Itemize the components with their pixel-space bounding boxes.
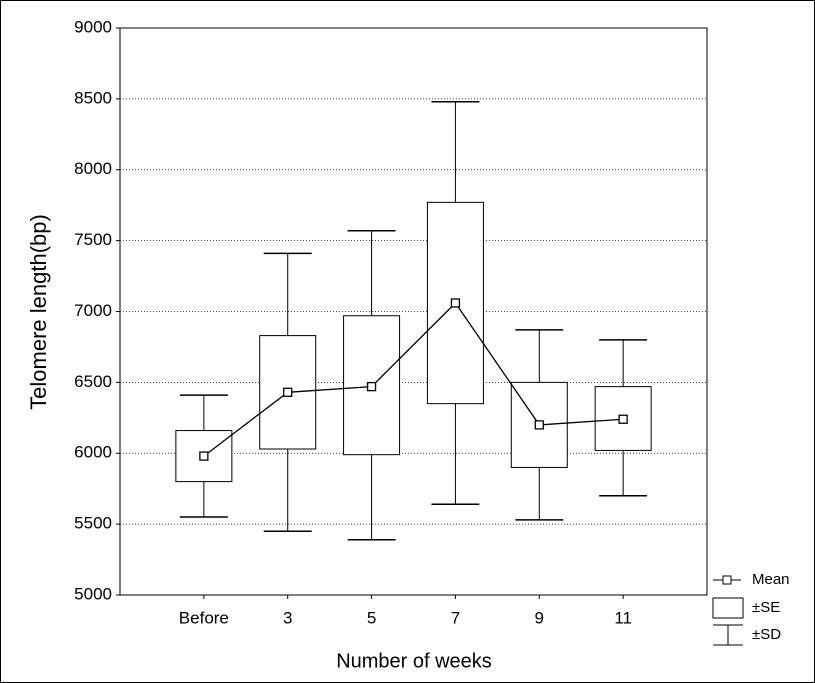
y-tick-label: 7500 <box>74 230 112 249</box>
mean-marker <box>450 298 461 308</box>
legend-label: ±SD <box>752 626 781 643</box>
mean-marker <box>199 451 209 461</box>
y-tick-label: 5000 <box>74 584 112 603</box>
x-tick-label: 7 <box>451 608 460 627</box>
x-axis-label: Number of weeks <box>336 650 492 672</box>
mean-marker <box>366 381 377 392</box>
mean-marker <box>283 387 293 397</box>
y-tick-label: 8000 <box>74 159 112 178</box>
legend-label: ±SE <box>752 599 780 616</box>
se-box <box>343 315 401 456</box>
y-axis-label: Telomere length(bp) <box>26 214 51 410</box>
y-tick-label: 9000 <box>74 17 112 36</box>
y-tick-label: 6500 <box>74 372 112 391</box>
x-tick-label: 5 <box>367 608 376 627</box>
mean-line <box>203 301 624 457</box>
legend-se-box <box>712 597 744 619</box>
x-tick-label: 3 <box>283 608 292 627</box>
x-tick-label: 11 <box>614 608 632 627</box>
legend-label: Mean <box>752 571 790 588</box>
mean-marker <box>534 420 544 430</box>
mean-marker <box>618 414 628 424</box>
legend-mean-marker <box>722 575 732 585</box>
plot-area <box>119 27 708 596</box>
y-tick-label: 5500 <box>74 514 112 533</box>
x-tick-label: 9 <box>535 608 544 627</box>
y-tick-label: 8500 <box>74 88 112 107</box>
y-tick-label: 6000 <box>74 443 112 462</box>
x-tick-label: Before <box>179 608 229 627</box>
y-tick-label: 7000 <box>74 301 112 320</box>
